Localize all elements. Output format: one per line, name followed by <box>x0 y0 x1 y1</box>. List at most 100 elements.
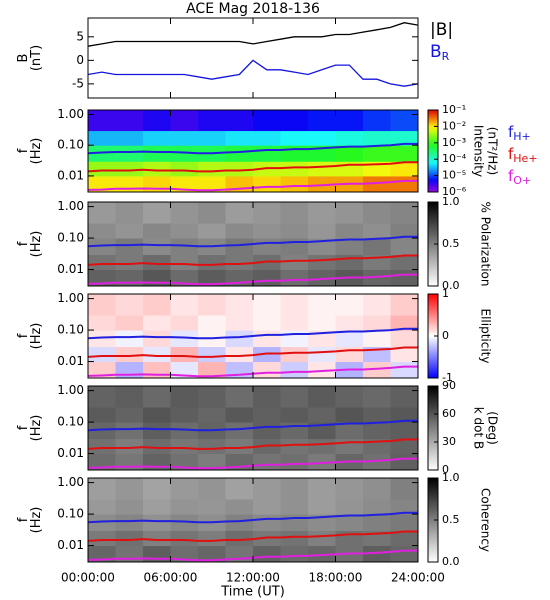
heatmap-cell <box>363 223 391 239</box>
heatmap-cell <box>253 361 281 378</box>
heatmap-cell <box>253 407 281 423</box>
heatmap-cell <box>115 453 144 470</box>
heatmap-cell <box>143 499 171 515</box>
heatmap-cell <box>88 514 116 532</box>
colorbar-tick-label: -1 <box>442 371 453 384</box>
y-tick-label: 1.00 <box>57 199 84 213</box>
heatmap-cell <box>198 130 226 146</box>
heatmap-cell <box>170 161 199 177</box>
colorbar-tick-label: 1.0 <box>442 471 460 484</box>
heatmap-cell <box>115 161 144 177</box>
colorbar-label: Coherency <box>479 488 493 552</box>
heatmap-cell <box>225 223 254 239</box>
heatmap-cell <box>335 478 364 500</box>
heatmap-cell <box>115 130 144 146</box>
legend-subscript: H+ <box>513 130 531 143</box>
heatmap-cell <box>308 130 336 146</box>
heatmap-cell <box>308 223 336 239</box>
heatmap-cell <box>225 422 254 440</box>
heatmap-cell <box>115 330 144 348</box>
heatmap-cell <box>198 223 226 239</box>
heatmap-cell <box>225 254 254 271</box>
heatmap-cell <box>88 530 116 547</box>
y-axis-label: f <box>16 425 31 430</box>
heatmap-cell <box>390 422 418 440</box>
heatmap-cell <box>390 175 418 192</box>
heatmap-cell <box>143 545 171 562</box>
y-axis-label: f <box>16 517 31 522</box>
y-tick-label: 0.01 <box>57 538 84 552</box>
heatmap-cell <box>363 514 391 532</box>
heatmap-cell <box>198 269 226 286</box>
legend-entry: |B| <box>430 20 453 40</box>
heatmap-cell <box>253 453 281 470</box>
colorbar <box>427 109 439 193</box>
x-tick-label: 06:00:00 <box>144 571 198 585</box>
heatmap-cell <box>390 530 418 547</box>
heatmap-cell <box>88 238 116 256</box>
heatmap-cell <box>335 202 364 224</box>
heatmap-cell <box>88 453 116 470</box>
heatmap-cell <box>143 422 171 440</box>
heatmap-cell <box>390 361 418 378</box>
heatmap-cell <box>308 478 336 500</box>
heatmap-cell <box>115 530 144 547</box>
heatmap-cell <box>198 438 226 455</box>
heatmap-cell <box>143 145 171 162</box>
legend-name: B <box>430 42 442 62</box>
y-axis-label: (Hz) <box>29 138 44 165</box>
heatmap-cell <box>198 315 226 331</box>
heatmap-cell <box>143 161 171 177</box>
heatmap-cell <box>170 530 199 547</box>
heatmap-cell <box>280 294 309 316</box>
series-line <box>88 142 418 155</box>
heatmap-cell <box>335 422 364 440</box>
heatmap-cell <box>143 294 171 316</box>
heatmap-cell <box>88 175 116 192</box>
heatmap-cell <box>225 438 254 455</box>
heatmap-cell <box>390 223 418 239</box>
heatmap-cell <box>335 530 364 547</box>
heatmap-cell <box>170 386 199 408</box>
heatmap-cell <box>363 478 391 500</box>
heatmap-cell <box>390 238 418 256</box>
heatmap-cell <box>363 407 391 423</box>
heatmap-cell <box>363 330 391 348</box>
heatmap-cell <box>390 315 418 331</box>
heatmap-cell <box>280 478 309 500</box>
colorbar <box>427 385 439 471</box>
heatmap-cell <box>280 514 309 532</box>
heatmap-cell <box>143 346 171 363</box>
heatmap-cell <box>88 407 116 423</box>
heatmap-cell <box>335 330 364 348</box>
heatmap-cell <box>390 130 418 146</box>
heatmap-cell <box>88 438 116 455</box>
colorbar-tick-label: 0 <box>442 329 449 342</box>
panel <box>88 22 418 87</box>
heatmap-cell <box>115 422 144 440</box>
heatmap-cell <box>143 202 171 224</box>
heatmap-cell <box>143 530 171 547</box>
heatmap-cell <box>225 478 254 500</box>
heatmap-cell <box>198 161 226 177</box>
y-tick-label: 5 <box>76 29 84 43</box>
colorbar-tick-label: 10⁻³ <box>442 136 466 149</box>
colorbar-tick-label: 0 <box>442 463 449 476</box>
heatmap-cell <box>280 438 309 455</box>
panel <box>88 386 418 470</box>
heatmap-cell <box>170 545 199 562</box>
heatmap-cell <box>143 130 171 146</box>
heatmap-cell <box>115 294 144 316</box>
heatmap-cell <box>253 294 281 316</box>
heatmap-cell <box>225 202 254 224</box>
y-axis-label: f <box>16 148 31 153</box>
heatmap-cell <box>280 386 309 408</box>
heatmap-cell <box>390 110 418 132</box>
panel <box>88 202 418 286</box>
heatmap-cell <box>308 407 336 423</box>
heatmap-cell <box>115 407 144 423</box>
heatmap-cell <box>253 130 281 146</box>
x-tick-label: 18:00:00 <box>309 571 363 585</box>
heatmap-cell <box>88 545 116 562</box>
